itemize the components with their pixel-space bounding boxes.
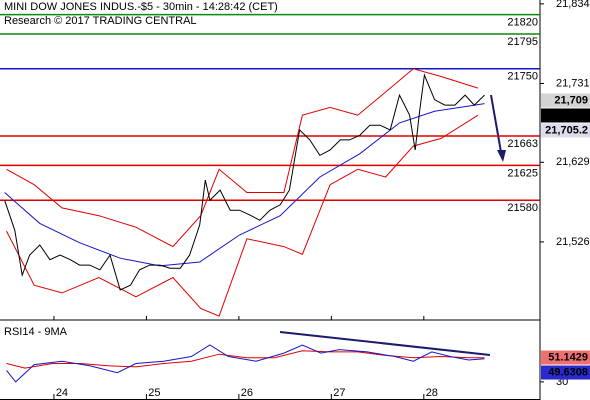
series-line — [6, 344, 485, 383]
level-label: 21625 — [507, 167, 538, 179]
level-label: 21795 — [507, 36, 538, 48]
series-line — [4, 103, 485, 267]
panel-title: MINI DOW JONES INDUS.-$5 - 30min - 14:28… — [4, 1, 278, 13]
panel-title: RSI14 - 9MA — [4, 326, 68, 338]
x-tick-label: 25 — [148, 387, 160, 399]
level-label: 21580 — [507, 202, 538, 214]
x-tick-label: 24 — [56, 387, 68, 399]
y-tick-label: 21,629 — [556, 156, 590, 168]
last-value-box — [541, 108, 590, 123]
series-line — [6, 114, 479, 317]
y-tick-label: 21,834 — [556, 0, 590, 10]
arrow-head — [497, 150, 506, 162]
x-tick-label: 26 — [241, 387, 253, 399]
last-value-label: 21,705.2 — [545, 124, 588, 136]
level-label: 21820 — [507, 17, 538, 29]
forecast-arrow — [490, 94, 502, 153]
last-value-box — [541, 365, 590, 380]
last-value-box — [541, 123, 590, 138]
y-tick-label: 21,526 — [556, 236, 590, 248]
last-value-label: 51.1429 — [548, 351, 588, 363]
x-tick-label: 27 — [333, 387, 345, 399]
x-tick-label: 28 — [426, 387, 438, 399]
series-line — [6, 68, 479, 248]
level-label: 21750 — [507, 71, 538, 83]
last-value-label: 49.6308 — [548, 366, 588, 378]
last-value-box — [541, 350, 590, 365]
series-line — [4, 73, 485, 291]
trend-line — [279, 331, 491, 356]
series-line — [6, 350, 485, 369]
last-value-label: 21,708 — [554, 109, 588, 121]
panel-subtitle: Research © 2017 TRADING CENTRAL — [4, 15, 197, 27]
level-label: 21663 — [507, 138, 538, 150]
last-value-box — [541, 93, 590, 108]
y-tick-label: 21,731 — [556, 77, 590, 89]
last-value-label: 21,709 — [554, 94, 588, 106]
